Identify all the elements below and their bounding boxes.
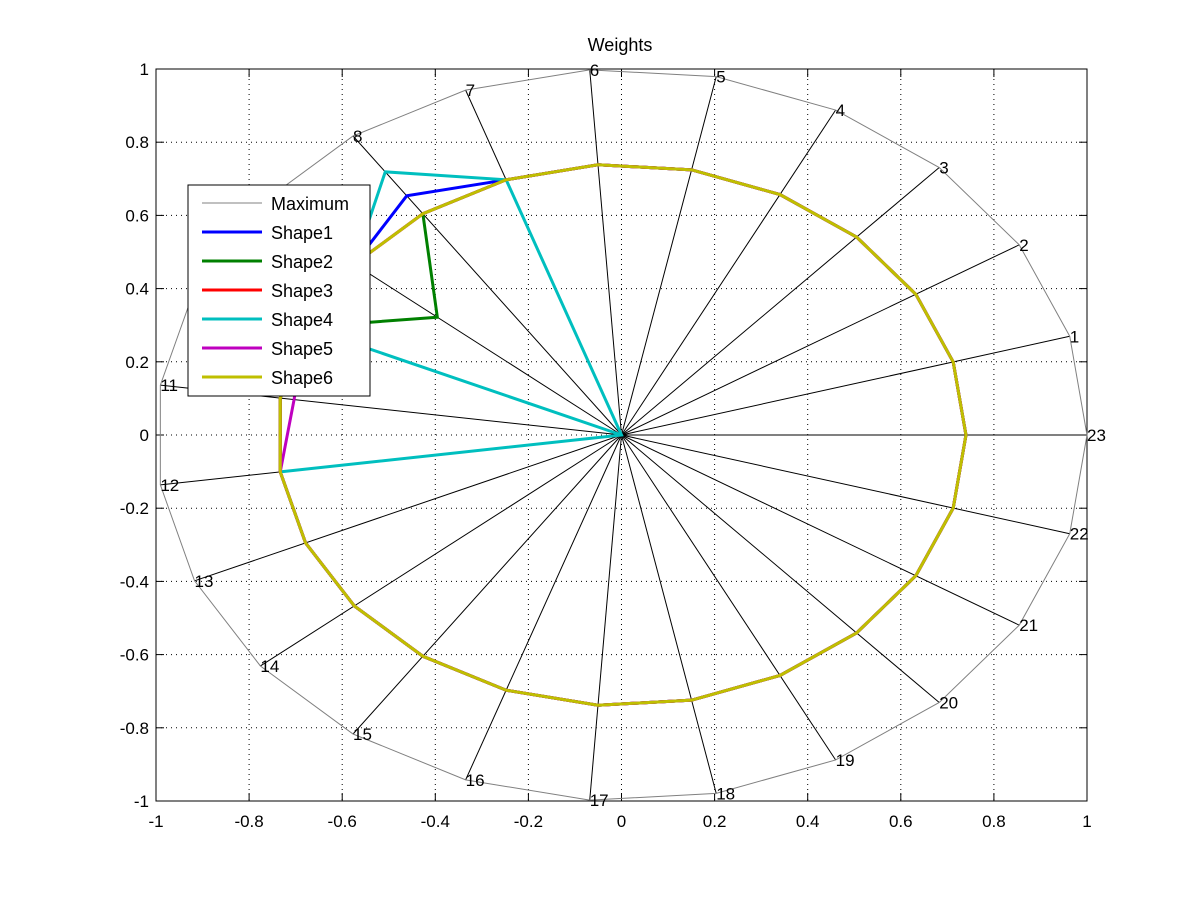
spoke-line-20 — [621, 434, 940, 703]
x-tick-label: 0 — [617, 812, 626, 831]
spoke-label-8: 8 — [353, 127, 362, 146]
spoke-label-1: 1 — [1070, 327, 1079, 346]
spoke-line-8 — [352, 135, 622, 436]
spoke-line-16 — [465, 434, 622, 781]
spoke-label-3: 3 — [939, 159, 948, 178]
spoke-label-14: 14 — [260, 657, 279, 676]
y-tick-label: 1 — [140, 60, 149, 79]
spoke-labels: 1234567891011121314151617181920212223 — [160, 61, 1106, 810]
spoke-line-21 — [621, 434, 1020, 626]
chart-title: Weights — [588, 35, 653, 55]
y-tick-label: -0.4 — [120, 572, 149, 591]
spoke-line-2 — [621, 244, 1020, 436]
spoke-line-15 — [352, 434, 622, 735]
spoke-label-20: 20 — [939, 693, 958, 712]
x-tick-label: 1 — [1082, 812, 1091, 831]
x-tick-label: 0.2 — [703, 812, 727, 831]
spoke-line-5 — [621, 76, 717, 436]
spoke-label-17: 17 — [590, 791, 609, 810]
spoke-line-22 — [621, 434, 1070, 535]
x-tick-label: 0.8 — [982, 812, 1006, 831]
y-tick-label: 0.4 — [125, 280, 149, 299]
spoke-line-6 — [589, 69, 622, 436]
legend-label-shape3: Shape3 — [271, 281, 333, 301]
y-tick-label: 0.2 — [125, 353, 149, 372]
x-tick-label: -1 — [148, 812, 163, 831]
spoke-label-15: 15 — [353, 725, 372, 744]
legend-label-shape2: Shape2 — [271, 252, 333, 272]
legend-label-shape5: Shape5 — [271, 339, 333, 359]
spoke-label-22: 22 — [1070, 525, 1089, 544]
legend-label-maximum: Maximum — [271, 194, 349, 214]
x-tick-label: -0.2 — [514, 812, 543, 831]
x-tick-label: -0.6 — [328, 812, 357, 831]
legend-label-shape6: Shape6 — [271, 368, 333, 388]
x-tick-label: -0.8 — [234, 812, 263, 831]
spoke-line-14 — [260, 434, 622, 667]
spoke-label-11: 11 — [160, 376, 178, 395]
axis-ticks: -1 -0.8 -0.6 -0.4 -0.2 0 0.2 0.4 0.6 0.8 1 -1 -0.8 -0… — [120, 60, 1092, 831]
spoke-label-6: 6 — [590, 61, 599, 80]
x-tick-label: 0.4 — [796, 812, 820, 831]
y-tick-label: 0.8 — [125, 133, 149, 152]
spoke-label-19: 19 — [836, 751, 855, 770]
legend-label-shape1: Shape1 — [271, 223, 333, 243]
spoke-line-17 — [589, 434, 622, 801]
legend: Maximum Shape1 Shape2 Shape3 Shape4 Shape5 Sha… — [187, 184, 371, 397]
spoke-label-4: 4 — [836, 101, 845, 120]
y-tick-label: -0.8 — [120, 719, 149, 738]
spoke-label-23: 23 — [1087, 426, 1106, 445]
spoke-label-18: 18 — [716, 784, 735, 803]
y-tick-label: -0.6 — [120, 646, 149, 665]
series-maximum — [159, 69, 1088, 801]
spoke-label-5: 5 — [716, 68, 725, 87]
spoke-line-4 — [621, 109, 837, 436]
x-tick-label: 0.6 — [889, 812, 913, 831]
spoke-label-21: 21 — [1019, 616, 1038, 635]
y-tick-label: -1 — [134, 792, 149, 811]
spoke-line-18 — [621, 434, 717, 794]
spoke-line-19 — [621, 434, 837, 761]
spoke-label-12: 12 — [160, 476, 179, 495]
x-tick-label: -0.4 — [421, 812, 450, 831]
legend-label-shape4: Shape4 — [271, 310, 333, 330]
spoke-label-7: 7 — [466, 81, 475, 100]
y-tick-label: 0 — [140, 426, 149, 445]
y-tick-label: 0.6 — [125, 206, 149, 225]
spoke-label-2: 2 — [1019, 236, 1028, 255]
spoke-label-16: 16 — [466, 771, 485, 790]
y-tick-label: -0.2 — [120, 499, 149, 518]
series-shape6 — [278, 163, 968, 707]
spoke-line-1 — [621, 335, 1070, 436]
spoke-label-13: 13 — [195, 572, 214, 591]
spoke-line-3 — [621, 167, 940, 436]
spoke-line-13 — [194, 434, 622, 582]
